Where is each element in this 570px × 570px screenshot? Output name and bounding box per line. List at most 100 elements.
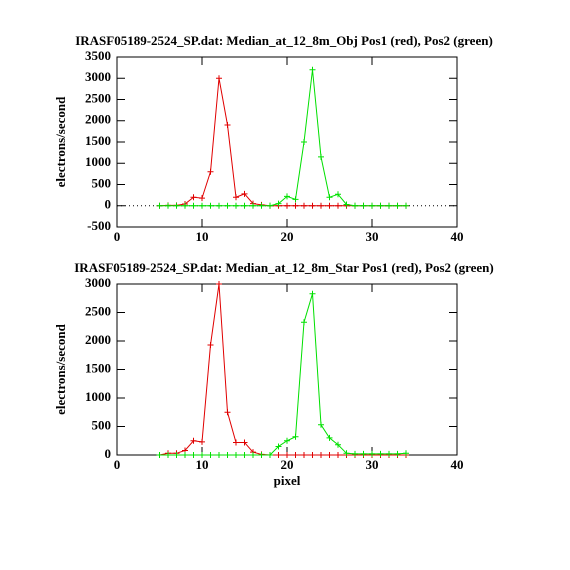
x-tick-label: 10 bbox=[196, 229, 209, 244]
point-marker bbox=[284, 193, 290, 200]
point-marker bbox=[156, 452, 163, 458]
point-marker bbox=[165, 452, 171, 458]
x-axis-label: pixel bbox=[274, 473, 301, 488]
plot-frame bbox=[116, 283, 458, 456]
point-marker bbox=[258, 452, 265, 458]
point-marker bbox=[182, 202, 188, 209]
point-marker bbox=[233, 202, 239, 209]
point-marker bbox=[233, 439, 239, 446]
plot-frame bbox=[116, 56, 458, 228]
y-tick-label: 500 bbox=[92, 417, 112, 432]
x-tick-label: 10 bbox=[196, 457, 209, 472]
point-marker bbox=[386, 202, 392, 209]
point-marker bbox=[369, 450, 375, 457]
y-tick-label: 0 bbox=[105, 446, 112, 461]
point-marker bbox=[267, 452, 273, 458]
point-marker bbox=[403, 450, 409, 457]
point-marker bbox=[335, 452, 341, 458]
y-tick-label: 1000 bbox=[85, 389, 111, 404]
point-marker bbox=[292, 452, 299, 458]
chart-title: IRASF05189-2524_SP.dat: Median_at_12_8m_… bbox=[74, 260, 493, 275]
point-marker bbox=[326, 194, 333, 201]
point-marker bbox=[309, 452, 316, 458]
y-tick-label: 2000 bbox=[85, 112, 111, 127]
y-axis-label: electrons/second bbox=[53, 323, 68, 415]
point-marker bbox=[267, 202, 273, 209]
x-tick-label: 0 bbox=[114, 457, 121, 472]
point-marker bbox=[326, 434, 333, 441]
point-marker bbox=[394, 450, 401, 457]
point-marker bbox=[233, 194, 239, 201]
point-marker bbox=[224, 122, 231, 128]
point-marker bbox=[241, 452, 248, 458]
point-marker bbox=[386, 450, 392, 457]
point-marker bbox=[369, 202, 375, 209]
point-marker bbox=[199, 452, 205, 458]
point-marker bbox=[258, 202, 265, 209]
point-marker bbox=[275, 443, 282, 450]
series-line bbox=[159, 69, 406, 207]
point-marker bbox=[173, 202, 180, 209]
point-marker bbox=[301, 139, 307, 145]
chart-title: IRASF05189-2524_SP.dat: Median_at_12_8m_… bbox=[75, 33, 493, 48]
point-marker bbox=[190, 194, 197, 201]
point-marker bbox=[335, 191, 341, 198]
series-line bbox=[159, 293, 407, 456]
x-tick-label: 0 bbox=[114, 229, 121, 244]
point-marker bbox=[241, 202, 248, 209]
point-marker bbox=[224, 409, 231, 416]
y-tick-label: -500 bbox=[87, 218, 111, 233]
y-tick-label: 2000 bbox=[85, 332, 111, 347]
point-marker bbox=[301, 319, 307, 326]
point-marker bbox=[224, 202, 231, 209]
point-marker bbox=[250, 202, 256, 209]
point-marker bbox=[199, 195, 205, 202]
x-tick-label: 40 bbox=[451, 229, 464, 244]
y-tick-label: 3000 bbox=[85, 69, 111, 84]
point-marker bbox=[216, 75, 222, 82]
point-marker bbox=[309, 202, 316, 209]
point-marker bbox=[182, 452, 188, 458]
point-marker bbox=[190, 452, 197, 458]
point-marker bbox=[309, 66, 316, 73]
y-axis-label: electrons/second bbox=[53, 96, 68, 188]
point-marker bbox=[377, 202, 384, 209]
y-tick-label: 2500 bbox=[85, 303, 111, 318]
point-marker bbox=[156, 202, 163, 209]
point-marker bbox=[326, 452, 333, 458]
point-marker bbox=[216, 452, 222, 458]
point-marker bbox=[275, 452, 282, 458]
point-marker bbox=[207, 341, 214, 348]
point-marker bbox=[233, 452, 239, 458]
point-marker bbox=[199, 202, 205, 209]
point-marker bbox=[216, 202, 222, 209]
point-marker bbox=[360, 202, 367, 209]
point-marker bbox=[301, 202, 307, 209]
point-marker bbox=[207, 202, 214, 209]
point-marker bbox=[216, 281, 222, 287]
point-marker bbox=[292, 202, 299, 209]
point-marker bbox=[343, 450, 350, 457]
point-marker bbox=[250, 452, 256, 458]
point-marker bbox=[318, 153, 324, 160]
point-marker bbox=[343, 201, 350, 208]
x-tick-label: 20 bbox=[281, 229, 294, 244]
point-marker bbox=[284, 437, 290, 444]
y-tick-label: 3500 bbox=[85, 48, 111, 63]
y-tick-label: 1000 bbox=[85, 154, 111, 169]
y-tick-label: 500 bbox=[92, 175, 112, 190]
point-marker bbox=[318, 202, 324, 209]
point-marker bbox=[318, 452, 324, 458]
y-tick-label: 3000 bbox=[85, 275, 111, 290]
x-tick-label: 40 bbox=[451, 457, 464, 472]
point-marker bbox=[199, 438, 205, 445]
point-marker bbox=[165, 202, 171, 209]
x-tick-label: 20 bbox=[281, 457, 294, 472]
point-marker bbox=[224, 452, 231, 458]
x-tick-label: 30 bbox=[366, 229, 379, 244]
series-line bbox=[159, 283, 406, 456]
point-marker bbox=[403, 202, 409, 209]
y-tick-label: 1500 bbox=[85, 360, 111, 375]
point-marker bbox=[360, 450, 367, 457]
